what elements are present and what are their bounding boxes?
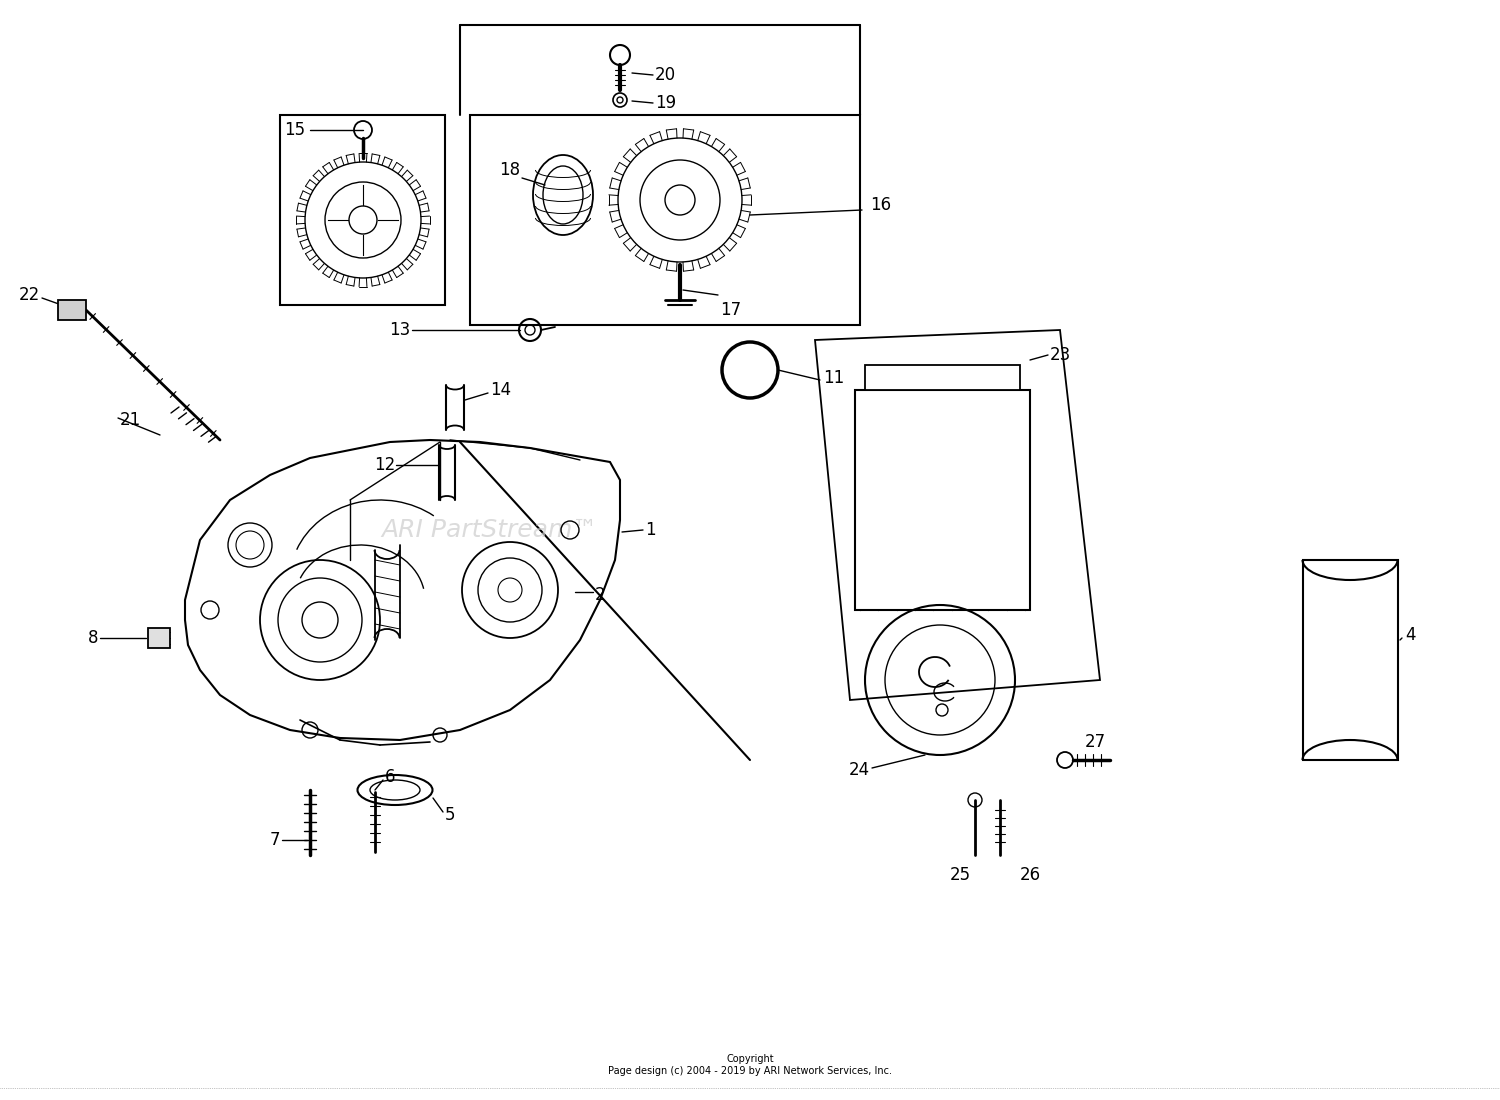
Text: 18: 18 bbox=[500, 161, 520, 179]
Text: ARI PartStream™: ARI PartStream™ bbox=[382, 518, 598, 542]
Text: 26: 26 bbox=[1020, 866, 1041, 884]
Text: 27: 27 bbox=[1084, 733, 1106, 751]
Text: 12: 12 bbox=[374, 456, 394, 474]
Bar bbox=[280, 116, 446, 305]
Bar bbox=[1304, 560, 1398, 760]
Text: 11: 11 bbox=[824, 368, 844, 387]
Bar bbox=[470, 116, 860, 324]
Text: 22: 22 bbox=[18, 286, 40, 304]
Text: 14: 14 bbox=[490, 381, 512, 399]
Text: 7: 7 bbox=[270, 830, 280, 849]
Text: 1: 1 bbox=[645, 521, 656, 539]
Text: 17: 17 bbox=[720, 301, 741, 319]
Text: Copyright
Page design (c) 2004 - 2019 by ARI Network Services, Inc.: Copyright Page design (c) 2004 - 2019 by… bbox=[608, 1054, 892, 1076]
Text: 8: 8 bbox=[87, 629, 98, 647]
Text: 24: 24 bbox=[849, 761, 870, 779]
Bar bbox=[865, 365, 1020, 390]
Text: 6: 6 bbox=[386, 768, 396, 786]
Text: 5: 5 bbox=[446, 806, 456, 824]
Text: 13: 13 bbox=[388, 321, 410, 339]
Text: 2: 2 bbox=[596, 586, 606, 604]
Text: 15: 15 bbox=[284, 121, 304, 139]
Text: 23: 23 bbox=[1050, 346, 1071, 364]
Text: 16: 16 bbox=[870, 196, 891, 214]
Bar bbox=[58, 300, 86, 320]
Bar bbox=[855, 390, 1030, 611]
Text: 21: 21 bbox=[120, 411, 141, 429]
Text: 20: 20 bbox=[656, 66, 676, 84]
Text: 4: 4 bbox=[1406, 626, 1416, 644]
Bar bbox=[148, 628, 170, 648]
Text: 19: 19 bbox=[656, 94, 676, 112]
Text: 25: 25 bbox=[950, 866, 970, 884]
